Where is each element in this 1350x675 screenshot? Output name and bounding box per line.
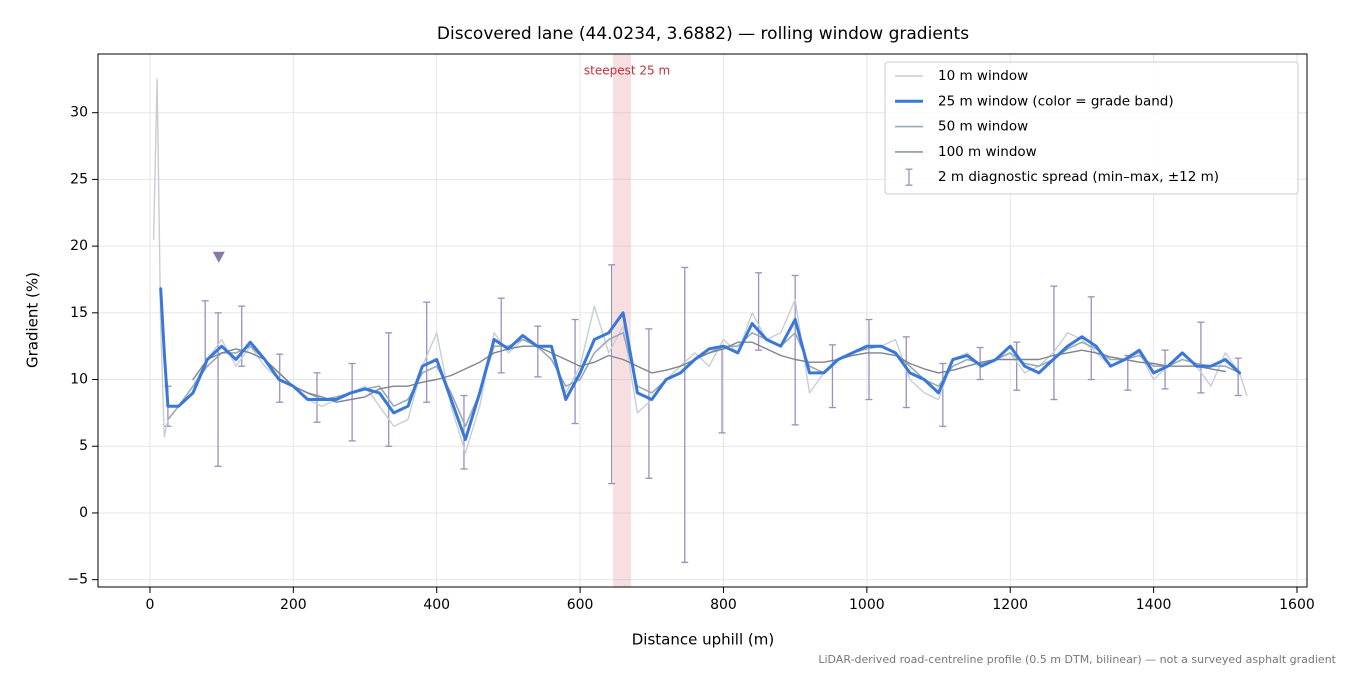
y-axis-label: Gradient (%) — [24, 272, 42, 368]
legend-box — [884, 61, 1299, 195]
footnote: LiDAR-derived road-centreline profile (0… — [818, 653, 1336, 666]
y-tick-label: −5 — [67, 572, 88, 588]
x-tick-label: 400 — [423, 597, 450, 613]
legend-label: 2 m diagnostic spread (min–max, ±12 m) — [938, 169, 1219, 185]
y-tick-label: 0 — [79, 505, 88, 521]
y-tick-label: 30 — [70, 105, 88, 121]
steepest-label: steepest 25 m — [584, 64, 670, 78]
x-tick-label: 200 — [280, 597, 307, 613]
legend-label: 25 m window (color = grade band) — [938, 93, 1174, 109]
legend-label: 50 m window — [938, 119, 1028, 135]
x-tick-label: 600 — [567, 597, 594, 613]
y-tick-label: 10 — [70, 372, 88, 388]
chart-title: Discovered lane (44.0234, 3.6882) — roll… — [437, 24, 969, 44]
legend-label: 100 m window — [938, 144, 1037, 160]
y-tick-label: 5 — [79, 438, 88, 454]
series-line — [192, 341, 1226, 403]
legend: 10 m window 25 m window (color = grade ba… — [884, 61, 1299, 195]
plot-frame — [97, 53, 1308, 588]
y-tick-label: 25 — [70, 171, 88, 187]
x-tick-label: 1600 — [1279, 597, 1315, 613]
marker — [212, 251, 225, 263]
x-tick-label: 0 — [146, 597, 155, 613]
steepest-band — [613, 54, 631, 587]
series-line — [159, 287, 1242, 442]
y-tick-label: 20 — [70, 238, 88, 254]
x-axis-label: Distance uphill (m) — [632, 631, 774, 649]
x-tick-label: 1000 — [849, 597, 885, 613]
x-tick-label: 1400 — [1136, 597, 1172, 613]
x-tick-label: 1200 — [992, 597, 1028, 613]
y-tick-label: 15 — [70, 305, 88, 321]
legend-label: 10 m window — [938, 68, 1028, 84]
x-tick-label: 800 — [710, 597, 737, 613]
